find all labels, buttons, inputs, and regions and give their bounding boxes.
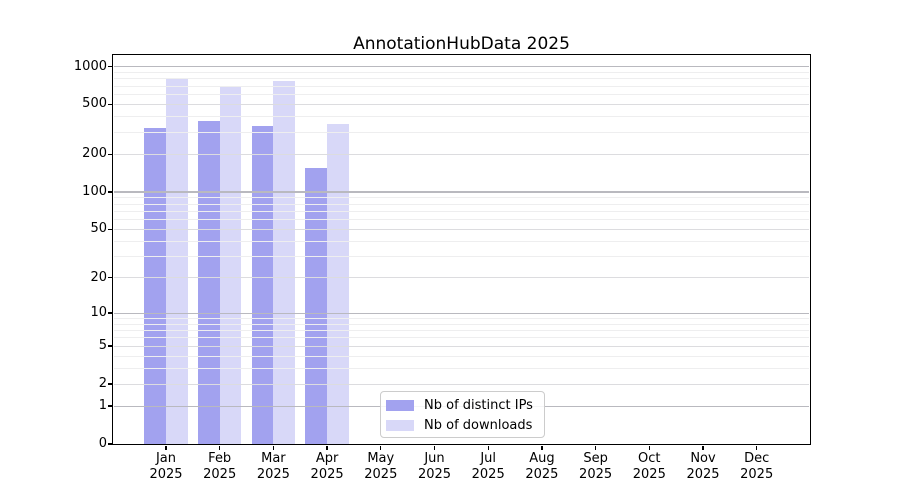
gridline-minor-60 [114,218,809,221]
gridline-5 [114,345,809,347]
y-tick-label-50: 50 [90,221,107,237]
x-tick-dec [756,445,758,450]
x-tick-label-dec: Dec 2025 [740,451,774,482]
x-tick-jun [433,445,436,450]
bar-feb-downloads [219,85,242,444]
x-tick-mar [272,445,275,450]
gridline-minor-9 [114,317,809,319]
bar-feb-distinct-ips [198,121,220,444]
gridline-1000 [114,66,809,68]
x-tick-label-jul: Jul 2025 [471,451,505,482]
gridline-10 [114,312,809,314]
gridline-2 [114,383,809,385]
bar-jan-distinct-ips [144,128,166,444]
x-tick-label-mar: Mar 2025 [256,451,290,482]
gridline-500 [114,103,809,106]
legend-swatch-downloads-icon [386,420,414,431]
gridline-200 [114,153,809,155]
gridline-minor-800 [114,78,809,80]
gridline-minor-900 [114,71,809,74]
y-tick-2 [107,383,113,385]
gridline-20 [114,277,809,279]
y-tick-10 [107,312,113,314]
chart-title: AnnotationHubData 2025 [353,34,570,54]
bar-apr-distinct-ips [305,168,328,444]
bar-mar-downloads [273,80,296,444]
gridline-minor-90 [114,197,809,199]
x-tick-label-feb: Feb 2025 [203,451,237,482]
legend-item-downloads: Nb of downloads [386,416,544,435]
x-tick-aug [541,445,543,450]
bar-apr-downloads [327,123,349,444]
y-tick-0 [107,443,113,445]
x-tick-apr [326,445,328,450]
gridline-minor-8 [114,323,809,325]
x-tick-may [380,445,382,450]
legend-item-distinct-ips: Nb of distinct IPs [386,396,544,415]
x-tick-feb [219,445,221,450]
gridline-minor-7 [114,329,809,332]
y-tick-50 [107,228,113,230]
gridline-minor-70 [114,210,809,212]
y-tick-20 [107,277,113,279]
y-tick-5 [107,345,113,347]
legend: Nb of distinct IPs Nb of downloads [380,391,545,438]
y-tick-label-20: 20 [90,269,107,285]
x-tick-label-jun: Jun 2025 [417,451,452,482]
x-tick-sep [594,445,597,450]
x-tick-label-jan: Jan 2025 [149,451,183,482]
y-tick-500 [107,103,113,106]
x-tick-label-oct: Oct 2025 [632,451,666,482]
gridline-minor-40 [114,240,809,242]
gridline-minor-4 [114,355,809,357]
legend-swatch-distinct-ips-icon [386,400,414,411]
gridline-minor-3 [114,367,809,369]
x-tick-label-aug: Aug 2025 [525,451,559,482]
y-tick-200 [107,153,113,156]
legend-label-distinct-ips: Nb of distinct IPs [424,398,533,413]
y-tick-label-10: 10 [90,305,107,321]
gridline-minor-600 [114,94,809,96]
y-tick-label-5: 5 [98,338,107,354]
y-tick-1000 [107,66,113,68]
y-tick-1 [107,405,113,407]
bar-jan-downloads [166,78,188,444]
y-tick-label-1000: 1000 [73,58,107,74]
gridline-minor-700 [114,85,809,87]
y-tick-100 [107,191,113,193]
y-tick-label-500: 500 [82,96,107,112]
gridline-minor-300 [114,131,809,133]
y-tick-label-2: 2 [98,376,107,391]
x-tick-label-sep: Sep 2025 [579,451,613,482]
legend-label-downloads: Nb of downloads [424,418,533,433]
x-tick-nov [702,445,704,450]
x-tick-label-may: May 2025 [364,451,398,482]
x-tick-jul [487,445,489,450]
y-tick-label-100: 100 [82,183,107,199]
bar-mar-distinct-ips [251,126,274,444]
gridline-minor-80 [114,203,809,205]
gridline-minor-400 [114,116,809,118]
x-tick-oct [648,445,650,450]
x-tick-label-apr: Apr 2025 [310,451,344,482]
gridline-minor-30 [114,255,809,258]
y-tick-label-1: 1 [98,398,107,414]
y-tick-label-0: 0 [98,436,107,451]
y-tick-label-200: 200 [82,146,107,162]
x-tick-jan [165,445,167,450]
gridline-50 [114,228,809,230]
gridline-100 [114,191,809,193]
gridline-minor-6 [114,337,809,339]
x-tick-label-nov: Nov 2025 [686,451,720,482]
